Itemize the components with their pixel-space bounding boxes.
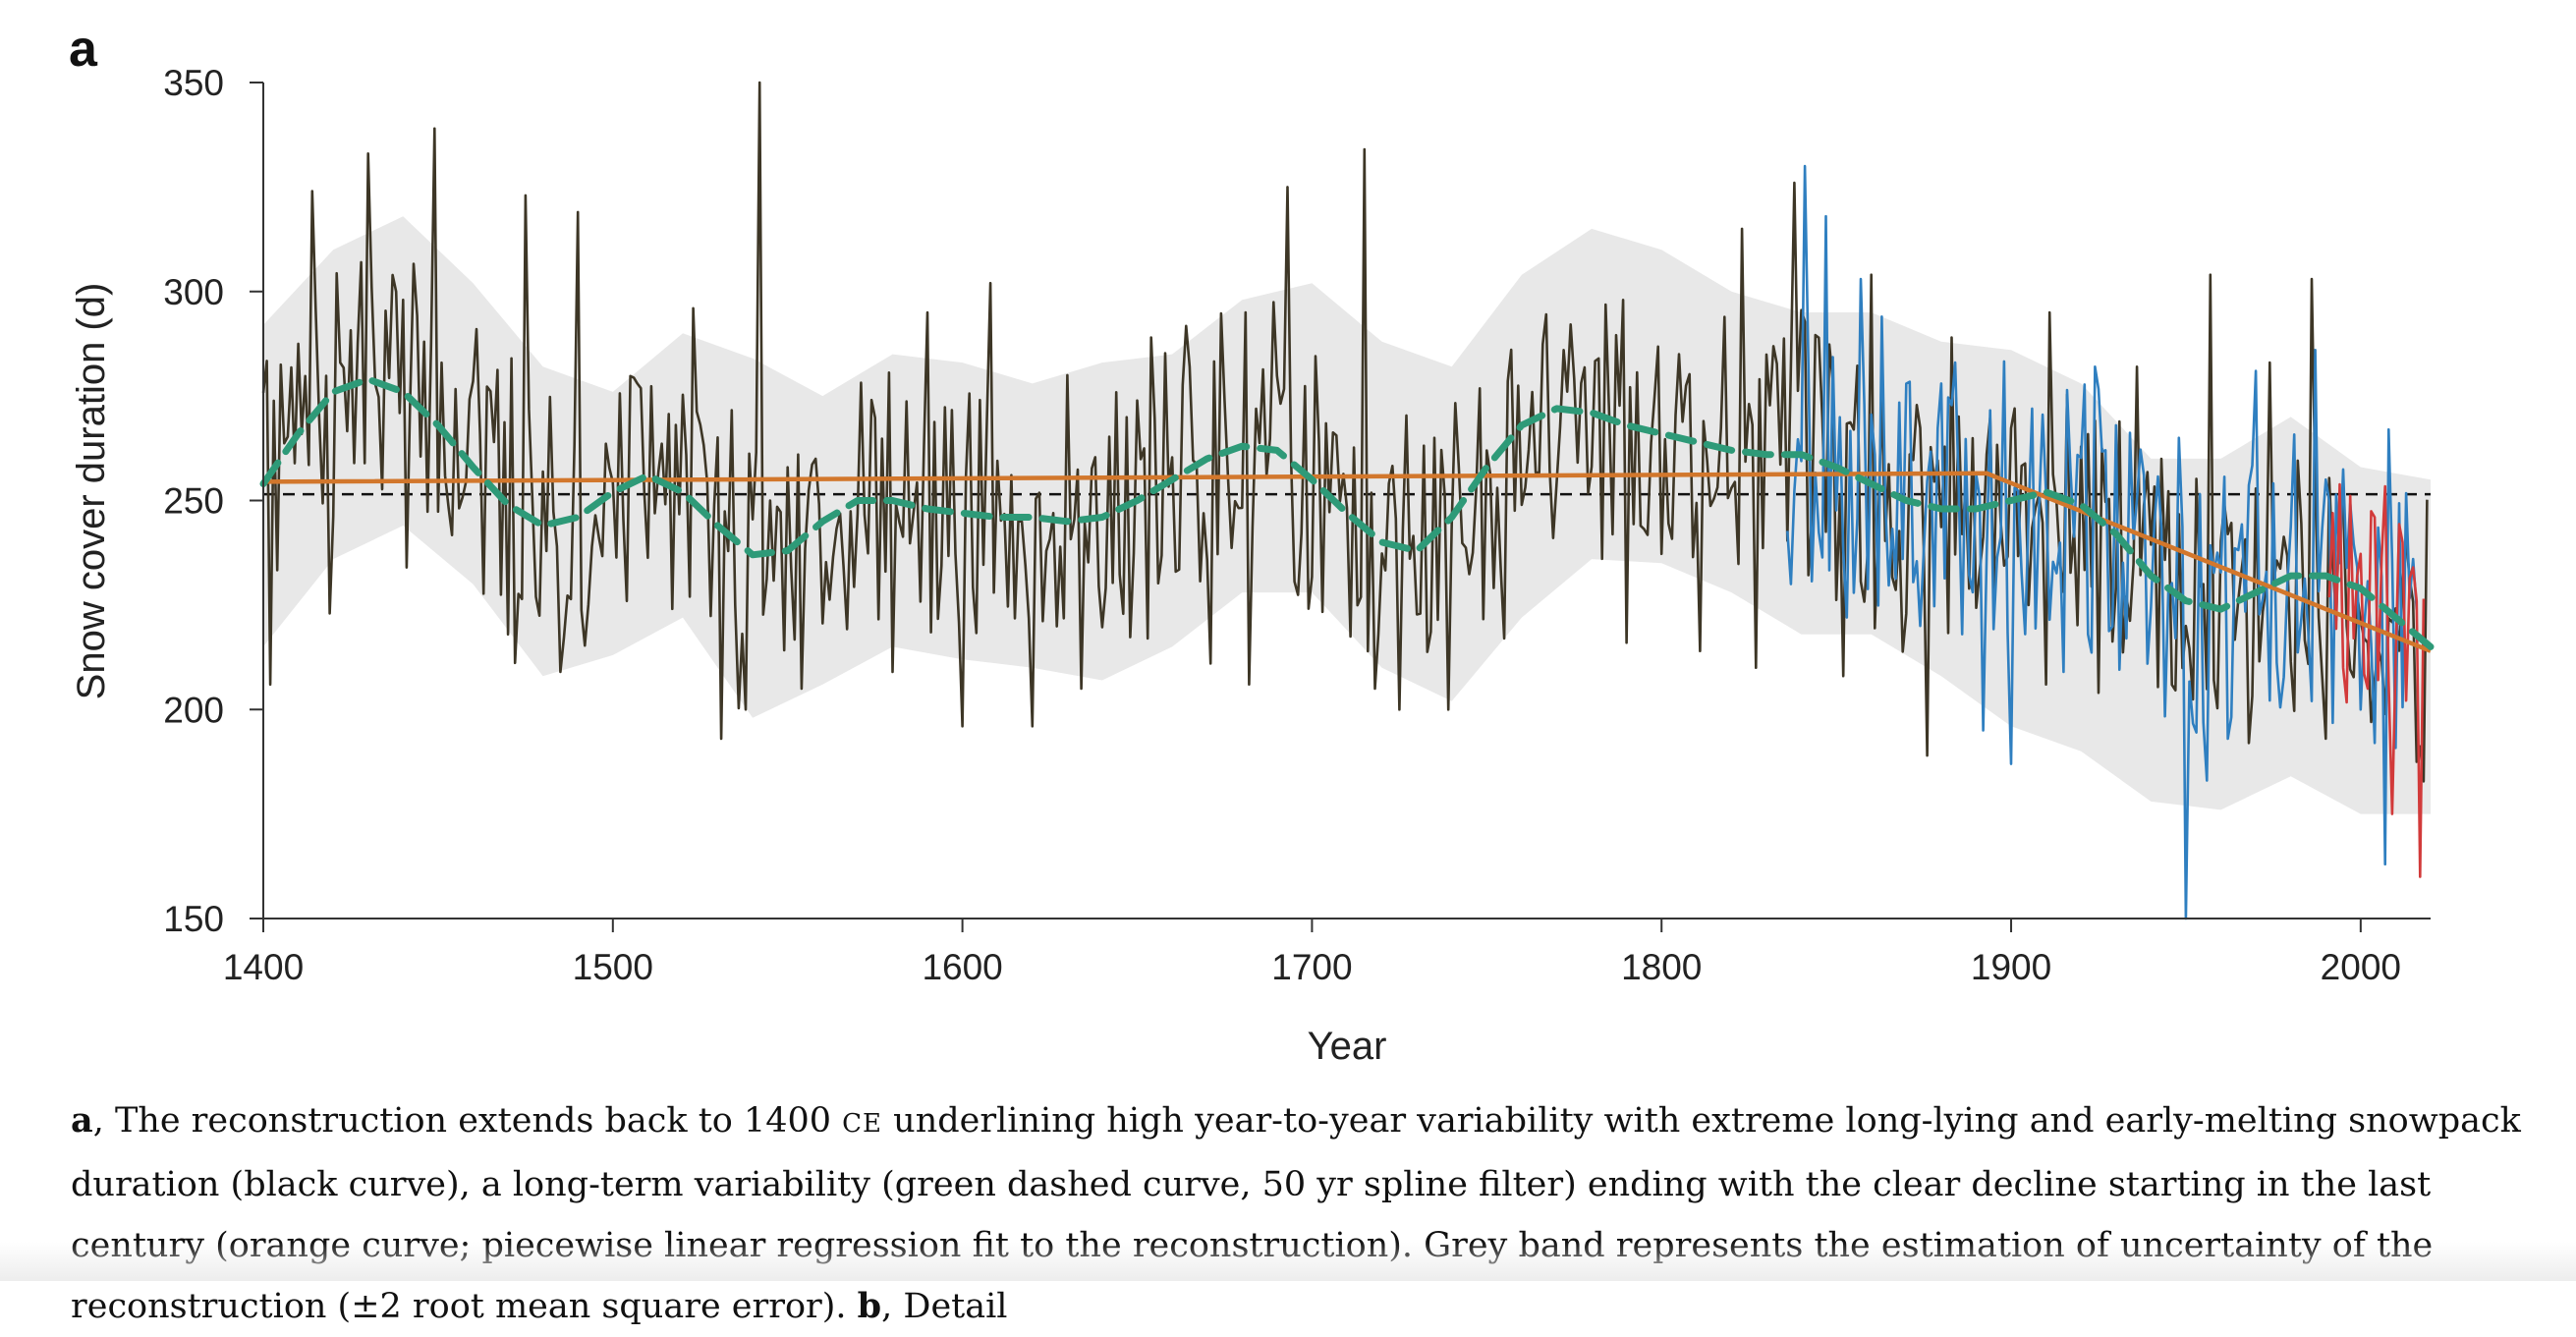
x-tick-label: 2000 xyxy=(2321,947,2401,987)
y-axis-label: Snow cover duration (d) xyxy=(70,283,113,700)
x-axis-label: Year xyxy=(1308,1025,1387,1068)
caption-text-b: , Detail xyxy=(881,1287,1008,1326)
annual-series-1 xyxy=(1786,164,2419,920)
caption-label-b: b xyxy=(857,1286,882,1326)
series-layer xyxy=(259,81,2435,920)
panel-label: a xyxy=(69,21,97,78)
y-tick-label: 350 xyxy=(163,63,224,103)
y-tick-label: 150 xyxy=(163,899,224,939)
y-tick-label: 200 xyxy=(163,690,224,730)
caption-label-a: a xyxy=(71,1100,93,1141)
caption-paragraph: a, The reconstruction extends back to 14… xyxy=(71,1090,2527,1337)
axes-layer: 150 200 250 300 350 1400 1500 1600 1700 1800 1900 2… xyxy=(163,63,2431,987)
figure-panel-a: a 150 200 250 300 350 1400 1500 1600 1700 1800 190… xyxy=(69,21,2435,1068)
x-tick-label: 1700 xyxy=(1271,947,1352,987)
bottom-fade xyxy=(0,1242,2576,1281)
annual-series-2 xyxy=(2327,482,2426,878)
figure-caption: a, The reconstruction extends back to 14… xyxy=(71,1090,2527,1337)
x-tick-label: 1600 xyxy=(922,947,1002,987)
y-tick-label: 300 xyxy=(163,272,224,312)
caption-era-label: CE xyxy=(842,1109,883,1139)
x-tick-label: 1900 xyxy=(1971,947,2051,987)
caption-text-a-1: , The reconstruction extends back to 140… xyxy=(92,1101,843,1141)
spline-filter-curve xyxy=(259,375,2435,650)
x-tick-label: 1500 xyxy=(573,947,653,987)
x-tick-label: 1400 xyxy=(223,947,304,987)
y-tick-label: 250 xyxy=(163,481,224,522)
x-tick-label: 1800 xyxy=(1621,947,1702,987)
piecewise-regression-line xyxy=(262,471,2432,653)
snow-cover-chart: 150 200 250 300 350 1400 1500 1600 1700 1800 1900 2… xyxy=(70,63,2435,1068)
